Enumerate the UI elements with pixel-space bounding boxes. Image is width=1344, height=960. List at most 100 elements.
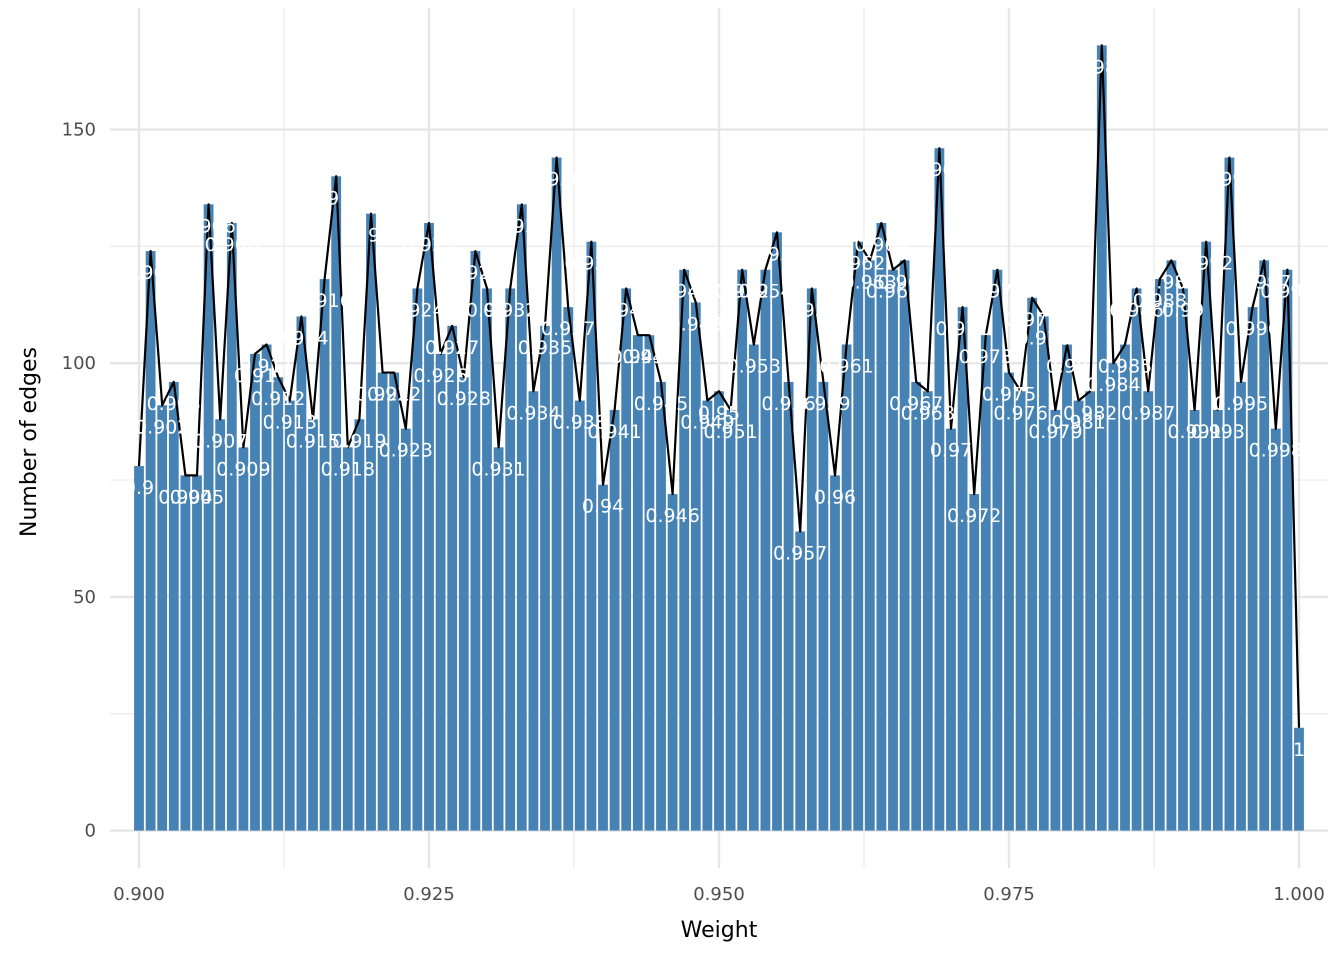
bar-value-label: 0.962 — [831, 253, 885, 275]
bar-value-label: 0.941 — [587, 421, 641, 443]
histogram-bar — [888, 269, 898, 831]
histogram-bar — [366, 213, 376, 831]
bar-value-label: 0.916 — [297, 290, 351, 312]
bar-value-label: 0.908 — [205, 234, 259, 256]
bar-value-label: 0.902 — [135, 416, 189, 438]
histogram-bar — [157, 405, 168, 831]
bar-value-label: 0.973 — [959, 346, 1013, 368]
x-axis-title: Weight — [681, 918, 758, 943]
histogram-bar — [435, 353, 446, 831]
histogram-bar — [1178, 288, 1188, 831]
bar-value-label: 0.958 — [785, 299, 839, 321]
histogram-bar — [551, 157, 562, 831]
histogram-bar — [377, 372, 388, 831]
bar-value-label: 0.901 — [123, 262, 177, 284]
histogram-bar — [922, 391, 933, 831]
histogram-bar — [400, 428, 411, 831]
bar-value-label: 0.951 — [703, 421, 757, 443]
bar-value-label: 0.937 — [541, 318, 595, 340]
bar-value-label: 0.904 — [158, 486, 212, 508]
bar-value-label: 0.929 — [448, 262, 502, 284]
y-tick-label: 150 — [62, 120, 96, 141]
bar-value-label: 0.955 — [750, 243, 804, 265]
histogram-bar — [1108, 363, 1119, 831]
histogram-bar — [980, 335, 991, 831]
histogram-bar — [1189, 409, 1200, 831]
histogram-bar — [1004, 372, 1014, 831]
histogram-bar — [795, 531, 806, 831]
histogram-bar — [992, 269, 1003, 831]
histogram-bar — [1201, 241, 1212, 831]
bar-value-label: 0.978 — [1017, 327, 1071, 349]
bars — [134, 45, 1304, 831]
bar-value-label: 0.998 — [1249, 440, 1303, 462]
bar-value-label: 0.921 — [355, 384, 409, 406]
histogram-bar — [1073, 400, 1084, 831]
histogram-bar — [134, 466, 144, 831]
histogram-bar — [806, 288, 817, 831]
histogram-bar — [1131, 288, 1142, 831]
histogram-bar — [864, 260, 875, 831]
histogram-bar — [725, 409, 736, 831]
bar-value-label: 0.907 — [193, 430, 247, 452]
histogram-bar — [714, 391, 724, 831]
bar-value-label: 0.939 — [564, 253, 618, 275]
bar-value-label: 0.989 — [1144, 271, 1198, 293]
bar-value-label: 0.972 — [947, 505, 1001, 527]
bar-value-label: 0.949 — [680, 412, 734, 434]
bar-value-label: 0.935 — [518, 337, 572, 359]
histogram-bar — [168, 381, 179, 831]
bar-value-label: 0.954 — [738, 281, 792, 303]
histogram-bar — [1085, 391, 1096, 831]
histogram-bar — [470, 251, 481, 831]
histogram-bar — [737, 269, 748, 831]
histogram-bar — [574, 400, 585, 831]
histogram-bar — [1143, 391, 1154, 831]
histogram-bar — [957, 307, 968, 831]
bar-value-label: 0.947 — [657, 281, 711, 303]
bar-value-label: 0.984 — [1086, 374, 1140, 396]
histogram-bar — [772, 232, 782, 831]
histogram-bar — [261, 344, 272, 831]
bar-value-label: 0.961 — [819, 356, 873, 378]
y-axis-ticks: 0 50 100 150 — [62, 120, 96, 842]
histogram-bar — [482, 288, 492, 831]
bar-value-label: 0.924 — [390, 299, 444, 321]
histogram-bar — [180, 475, 191, 831]
histogram-bar — [215, 419, 226, 831]
histogram-bar — [748, 344, 759, 831]
histogram-bar — [586, 241, 597, 831]
bar-value-label: 0.987 — [1121, 402, 1175, 424]
x-tick-label: 0.900 — [113, 884, 165, 905]
bar-value-label: 0.94 — [582, 496, 624, 518]
x-tick-label: 1.000 — [1273, 884, 1325, 905]
bar-value-label: 0.945 — [634, 393, 688, 415]
bar-value-label: 0.985 — [1098, 356, 1152, 378]
bar-value-label: 1 — [1293, 739, 1305, 761]
histogram-bar — [354, 419, 365, 831]
histogram-bar — [493, 447, 504, 831]
histogram-bar — [505, 288, 516, 831]
bar-value-label: 0.928 — [437, 388, 491, 410]
histogram-bar — [853, 241, 864, 831]
histogram-bar — [319, 279, 330, 831]
bar-value-label: 0.957 — [773, 542, 827, 564]
bar-value-label: 0.919 — [332, 430, 386, 452]
bar-value-label: 0.991 — [1167, 421, 1221, 443]
histogram-bar — [1096, 45, 1107, 831]
histogram-bar — [1120, 344, 1130, 831]
bar-value-label: 0.948 — [669, 313, 723, 335]
histogram-bar — [1294, 727, 1304, 831]
bar-value-label: 0.922 — [367, 384, 421, 406]
histogram-bar — [250, 353, 260, 831]
histogram-bar — [1247, 307, 1258, 831]
histogram-bar — [528, 391, 539, 831]
bar-value-label: 0.913 — [263, 412, 317, 434]
bar-value-label: 0.932 — [483, 299, 537, 321]
histogram-bar — [632, 335, 643, 831]
bar-value-label: 0.92 — [350, 225, 392, 247]
bar-value-label: 0.938 — [553, 412, 607, 434]
bar-value-label: 0.906 — [181, 215, 235, 237]
bar-value-label: 0.975 — [982, 384, 1036, 406]
histogram-bar — [1270, 428, 1281, 831]
